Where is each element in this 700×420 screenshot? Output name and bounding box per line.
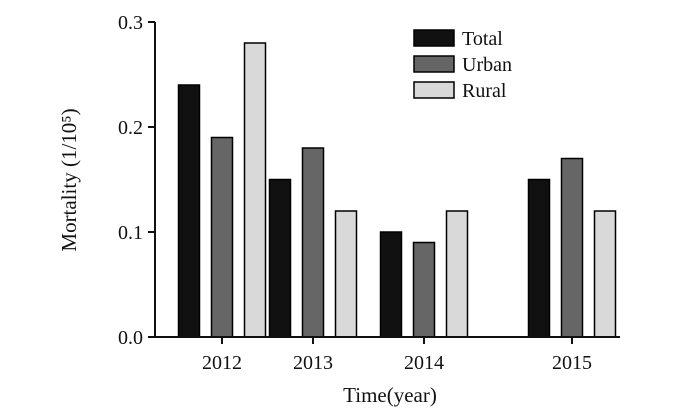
y-tick-label: 0.0 — [118, 327, 143, 349]
y-tick-label: 0.3 — [118, 12, 143, 34]
y-axis-ticks: 0.0 0.1 0.2 0.3 — [118, 12, 155, 349]
bar-urban-2013 — [301, 147, 325, 338]
x-tick-label: 2013 — [293, 352, 333, 374]
y-tick-label: 0.1 — [118, 222, 143, 244]
legend-label-rural: Rural — [462, 80, 507, 102]
bar-total-2015 — [527, 178, 551, 338]
legend: Total Urban Rural — [413, 28, 512, 102]
bar-rural-2014 — [445, 210, 469, 338]
x-axis-ticks: 2012 2013 2014 2015 — [202, 337, 592, 374]
x-axis-title: Time(year) — [343, 383, 437, 407]
bar-total-2012 — [177, 84, 201, 338]
bar-total-2013 — [268, 178, 292, 338]
x-tick-label: 2015 — [552, 352, 592, 374]
bar-rural-2013 — [334, 210, 358, 338]
bars-group — [177, 42, 617, 338]
legend-swatch-total — [413, 29, 455, 47]
x-tick-label: 2012 — [202, 352, 242, 374]
legend-swatch-rural — [413, 81, 455, 99]
y-axis-title: Mortality (1/10⁵) — [57, 108, 81, 251]
bar-urban-2012 — [210, 136, 234, 338]
bar-rural-2015 — [593, 210, 617, 338]
bar-rural-2012 — [243, 42, 267, 338]
bar-urban-2015 — [560, 157, 584, 338]
legend-label-urban: Urban — [462, 54, 512, 76]
bar-total-2014 — [379, 231, 403, 338]
legend-label-total: Total — [462, 28, 503, 50]
y-tick-label: 0.2 — [118, 117, 143, 139]
bar-urban-2014 — [412, 241, 436, 338]
legend-swatch-urban — [413, 55, 455, 73]
x-tick-label: 2014 — [404, 352, 444, 374]
